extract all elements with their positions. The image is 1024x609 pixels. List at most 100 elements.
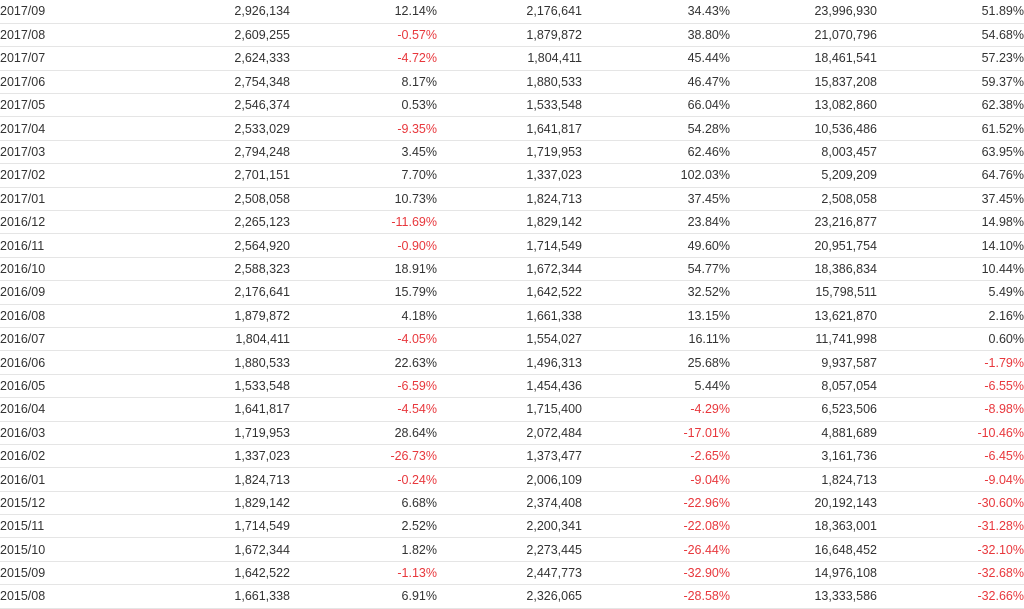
change-3-cell: -10.46% (977, 425, 1024, 440)
change-1-cell: 3.45% (401, 145, 437, 160)
change-2-cell: 25.68% (687, 355, 730, 370)
table-row: 2017/07 2,624,333 -4.72% 1,804,411 45.44… (0, 47, 1024, 71)
value-2-cell: 1,714,549 (526, 238, 582, 253)
change-1-cell: 8.17% (401, 74, 437, 89)
value-1-cell: 1,714,549 (234, 519, 290, 534)
table-row: 2017/05 2,546,374 0.53% 1,533,548 66.04%… (0, 94, 1024, 117)
value-2-cell: 1,641,817 (526, 121, 582, 136)
change-2-cell: 102.03% (680, 168, 730, 183)
value-3-cell: 4,881,689 (821, 425, 877, 440)
change-1-cell: 6.68% (401, 495, 437, 510)
value-1-cell: 1,804,411 (235, 332, 290, 347)
table-row: 2016/10 2,588,323 18.91% 1,672,344 54.77… (0, 257, 1024, 281)
table-row: 2017/02 2,701,151 7.70% 1,337,023 102.03… (0, 164, 1024, 188)
value-2-cell: 1,496,313 (526, 355, 582, 370)
value-2-cell: 2,374,408 (526, 495, 582, 510)
table-row: 2017/08 2,609,255 -0.57% 1,879,872 38.80… (0, 23, 1024, 47)
change-3-cell: 63.95% (981, 145, 1024, 160)
value-1-cell: 2,546,374 (234, 98, 290, 113)
change-2-cell: -17.01% (683, 425, 730, 440)
value-1-cell: 2,564,920 (234, 238, 290, 253)
change-2-cell: 32.52% (687, 285, 730, 300)
change-1-cell: -0.24% (397, 472, 437, 487)
value-1-cell: 2,588,323 (234, 261, 290, 276)
value-2-cell: 1,804,411 (527, 51, 582, 66)
value-2-cell: 1,879,872 (526, 28, 582, 43)
change-3-cell: 37.45% (981, 191, 1024, 206)
change-3-cell: 61.52% (981, 121, 1024, 136)
change-2-cell: 5.44% (694, 378, 730, 393)
change-2-cell: 46.47% (687, 74, 730, 89)
change-1-cell: 22.63% (394, 355, 437, 370)
month-cell: 2015/10 (0, 542, 46, 557)
table-row: 2016/02 1,337,023 -26.73% 1,373,477 -2.6… (0, 444, 1024, 468)
value-3-cell: 20,192,143 (814, 495, 877, 510)
value-2-cell: 1,554,027 (526, 332, 582, 347)
month-cell: 2015/09 (0, 566, 46, 581)
table-row: 2016/08 1,879,872 4.18% 1,661,338 13.15%… (0, 304, 1024, 328)
change-1-cell: -1.13% (397, 566, 437, 581)
change-2-cell: 54.77% (687, 261, 730, 276)
change-3-cell: -31.28% (977, 519, 1024, 534)
month-cell: 2017/09 (0, 4, 46, 19)
value-3-cell: 16,648,452 (814, 542, 877, 557)
month-cell: 2016/06 (0, 355, 46, 370)
change-1-cell: 6.91% (401, 589, 437, 604)
change-3-cell: -8.98% (984, 402, 1024, 417)
value-3-cell: 15,837,208 (814, 74, 877, 89)
table-row: 2017/06 2,754,348 8.17% 1,880,533 46.47%… (0, 70, 1024, 94)
month-cell: 2017/05 (0, 98, 46, 113)
value-3-cell: 8,057,054 (821, 378, 877, 393)
table-row: 2015/10 1,672,344 1.82% 2,273,445 -26.44… (0, 538, 1024, 562)
value-2-cell: 1,533,548 (526, 98, 582, 113)
value-2-cell: 2,072,484 (526, 425, 582, 440)
change-2-cell: -26.44% (683, 542, 730, 557)
change-2-cell: -22.96% (683, 495, 730, 510)
change-1-cell: -0.90% (397, 238, 437, 253)
change-2-cell: 13.15% (687, 308, 730, 323)
change-1-cell: -11.69% (391, 215, 437, 230)
table-row: 2016/09 2,176,641 15.79% 1,642,522 32.52… (0, 281, 1024, 305)
change-2-cell: 38.80% (687, 28, 730, 43)
change-3-cell: 0.60% (988, 332, 1024, 347)
month-cell: 2017/06 (0, 74, 46, 89)
month-cell: 2017/02 (0, 168, 46, 183)
change-3-cell: 51.89% (981, 4, 1024, 19)
month-cell: 2016/07 (0, 332, 46, 347)
month-cell: 2017/04 (0, 121, 46, 136)
change-1-cell: -9.35% (397, 121, 437, 136)
change-3-cell: -30.60% (977, 495, 1024, 510)
month-cell: 2015/08 (0, 589, 46, 604)
value-3-cell: 2,508,058 (821, 191, 877, 206)
table-row: 2017/01 2,508,058 10.73% 1,824,713 37.45… (0, 187, 1024, 211)
change-3-cell: -1.79% (984, 355, 1024, 370)
value-1-cell: 2,508,058 (234, 191, 290, 206)
change-2-cell: -22.08% (683, 519, 730, 534)
value-3-cell: 23,216,877 (814, 215, 877, 230)
change-3-cell: 2.16% (988, 308, 1024, 323)
value-2-cell: 1,829,142 (526, 215, 582, 230)
month-cell: 2016/10 (0, 261, 46, 276)
change-2-cell: 45.44% (687, 51, 730, 66)
change-2-cell: 23.84% (687, 215, 730, 230)
change-3-cell: -32.10% (977, 542, 1024, 557)
value-1-cell: 2,533,029 (234, 121, 290, 136)
month-cell: 2016/02 (0, 449, 46, 464)
value-3-cell: 5,209,209 (821, 168, 877, 183)
month-cell: 2016/03 (0, 425, 46, 440)
table-row: 2017/04 2,533,029 -9.35% 1,641,817 54.28… (0, 117, 1024, 141)
month-cell: 2016/12 (0, 215, 46, 230)
change-3-cell: -9.04% (984, 472, 1024, 487)
change-2-cell: 34.43% (687, 4, 730, 19)
value-3-cell: 11,741,998 (815, 332, 877, 347)
value-3-cell: 14,976,108 (814, 566, 877, 581)
value-3-cell: 21,070,796 (814, 28, 877, 43)
value-2-cell: 1,454,436 (526, 378, 582, 393)
value-2-cell: 1,880,533 (526, 74, 582, 89)
value-2-cell: 2,326,065 (526, 589, 582, 604)
value-1-cell: 1,719,953 (234, 425, 290, 440)
value-2-cell: 1,373,477 (526, 449, 582, 464)
table-row: 2016/12 2,265,123 -11.69% 1,829,142 23.8… (0, 211, 1024, 234)
change-2-cell: 54.28% (687, 121, 730, 136)
change-1-cell: -4.05% (397, 332, 437, 347)
